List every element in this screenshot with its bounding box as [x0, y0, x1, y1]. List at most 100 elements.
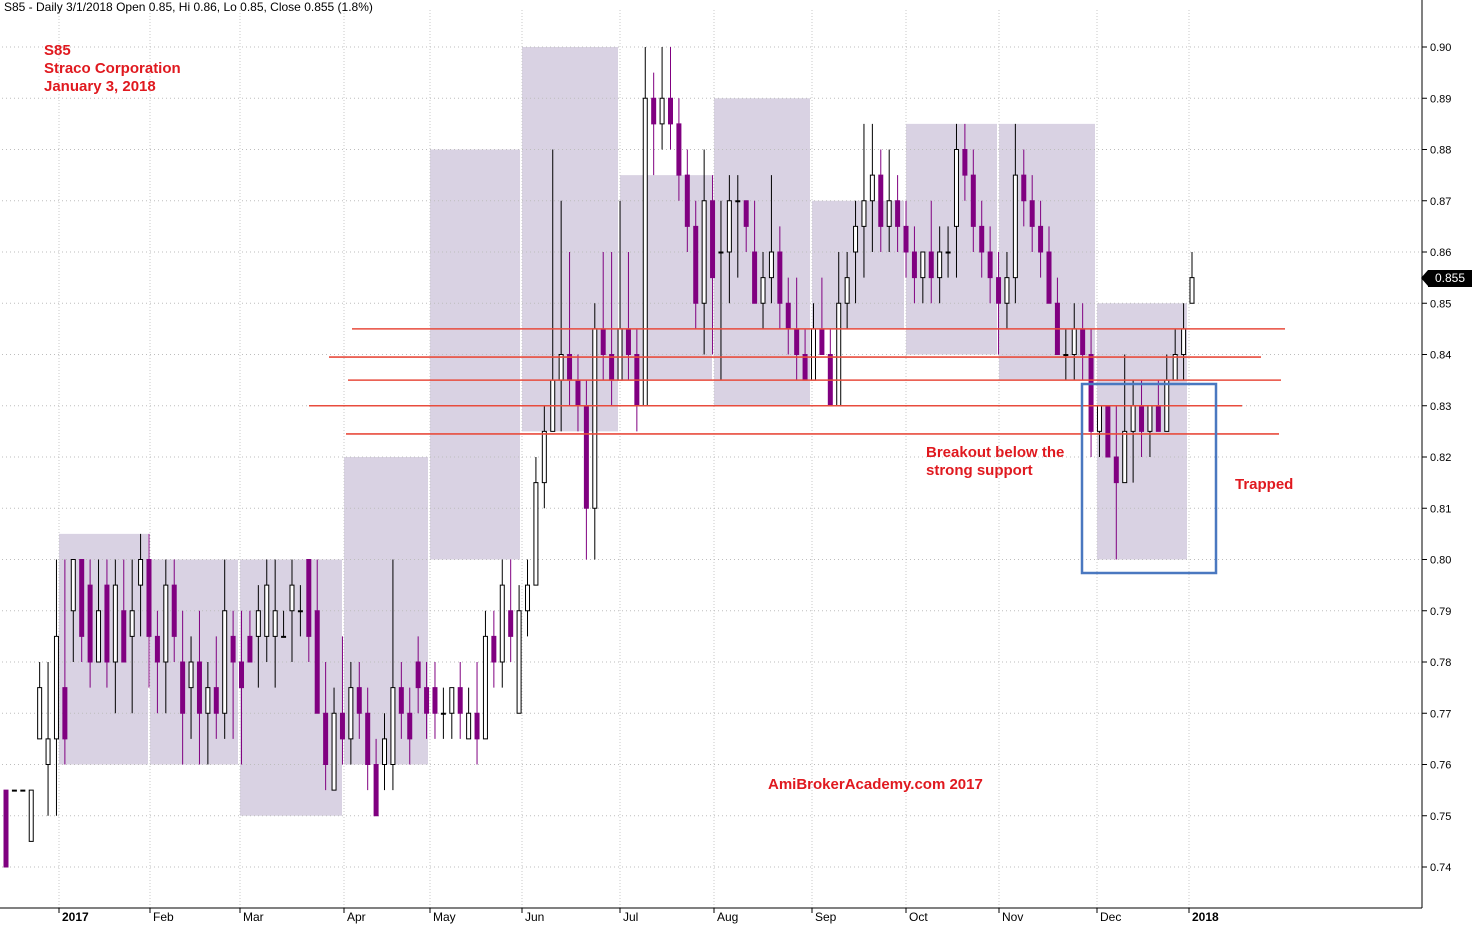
candle	[239, 610, 245, 765]
candle-body	[1105, 405, 1111, 458]
candle-body	[516, 610, 522, 714]
candle-body	[365, 712, 371, 765]
candle-body	[474, 712, 480, 740]
candle	[53, 559, 59, 816]
x-tick-label: Mar	[243, 910, 264, 924]
trapped-highlight-box	[1080, 382, 1218, 575]
x-tick-label: 2017	[62, 910, 89, 924]
candle-body	[112, 584, 118, 663]
monthly-range-boxes	[59, 47, 1187, 816]
candle-body	[331, 712, 337, 791]
candle-body	[230, 635, 236, 663]
y-tick-label: 0.80	[1430, 555, 1451, 567]
candle-body	[718, 251, 724, 254]
candle	[928, 200, 934, 304]
candle-body	[794, 328, 800, 355]
candle-body	[533, 482, 539, 586]
candle-body	[398, 687, 404, 714]
candle-body	[79, 559, 85, 637]
y-tick-label: 0.74	[1430, 862, 1451, 874]
candle-body	[844, 277, 850, 304]
candle	[348, 662, 354, 765]
y-tick-label: 0.83	[1430, 401, 1451, 413]
candle	[62, 559, 68, 765]
candle	[415, 636, 421, 714]
candle	[180, 610, 186, 765]
candle	[853, 200, 859, 304]
candle	[1021, 149, 1027, 227]
candle	[710, 175, 716, 355]
candle-body	[996, 277, 1002, 304]
candle-body	[853, 225, 859, 253]
candle-body	[1046, 251, 1052, 304]
candle	[365, 687, 371, 791]
candle-body	[651, 97, 657, 125]
candle-body	[836, 302, 842, 407]
candle	[247, 610, 253, 663]
candle-body	[752, 251, 758, 304]
candle-body	[1172, 354, 1178, 381]
candle-body	[466, 712, 472, 740]
candle-body	[104, 584, 110, 663]
candle	[676, 98, 682, 201]
y-tick-label: 0.76	[1430, 760, 1451, 772]
candle-body	[339, 712, 345, 740]
candle	[323, 662, 329, 791]
candle	[104, 559, 110, 688]
candle	[289, 559, 295, 662]
candle-body	[768, 251, 774, 279]
candle	[129, 559, 135, 714]
candle-body	[701, 200, 707, 304]
candle-body	[710, 200, 716, 279]
candle-body	[810, 328, 816, 381]
candle	[264, 559, 270, 662]
candle-body	[1122, 430, 1128, 484]
candle-body	[525, 584, 531, 612]
candle-body	[1189, 277, 1195, 304]
candle-body	[180, 661, 186, 714]
candle-body	[970, 174, 976, 227]
candle	[1004, 252, 1010, 329]
candle-body	[222, 610, 228, 714]
support-lines	[309, 328, 1285, 435]
candle-body	[382, 738, 388, 765]
y-tick-label: 0.79	[1430, 606, 1451, 618]
candle	[1046, 226, 1052, 304]
candle-body	[373, 764, 379, 817]
candles	[3, 47, 1195, 868]
candle-body	[323, 712, 329, 765]
candle-body	[609, 354, 615, 381]
candle-body	[1021, 174, 1027, 202]
candle-body	[567, 354, 573, 381]
date-label: January 3, 2018	[44, 78, 156, 95]
candle-body	[1155, 405, 1161, 432]
candle	[373, 738, 379, 817]
candle-body	[659, 97, 665, 125]
candle	[331, 687, 337, 791]
candle-body	[760, 277, 766, 304]
company-label: Straco Corporation	[44, 60, 181, 77]
candle-body	[146, 559, 152, 637]
candle	[432, 662, 438, 739]
x-tick-label: Dec	[1100, 910, 1121, 924]
candle	[684, 149, 690, 252]
candle	[171, 559, 177, 662]
candle	[920, 251, 926, 304]
candle	[1105, 405, 1111, 458]
candle	[827, 328, 833, 407]
candle-body	[869, 174, 875, 202]
candle-body	[743, 200, 749, 227]
candle	[382, 713, 388, 791]
candle	[1189, 252, 1195, 304]
candle-body	[62, 687, 68, 740]
candle	[1029, 175, 1035, 252]
candle-body	[289, 584, 295, 612]
candle	[112, 559, 118, 714]
candle	[457, 662, 463, 739]
candle	[844, 252, 850, 329]
y-tick-label: 0.90	[1430, 42, 1451, 54]
candle-body	[87, 584, 93, 663]
candle-body	[1080, 328, 1086, 355]
candle-body	[735, 200, 741, 203]
candle-body	[255, 610, 261, 637]
